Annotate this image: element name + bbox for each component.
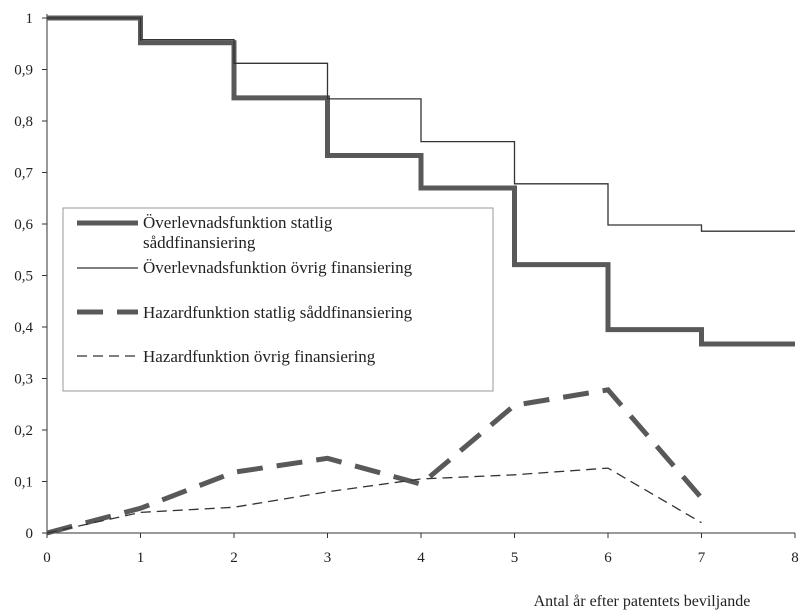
x-tick-label: 6 — [604, 550, 612, 566]
x-tick-label: 0 — [43, 550, 51, 566]
series-line-3 — [46, 387, 704, 536]
y-tick-label: 0,5 — [14, 269, 33, 285]
y-tick-label: 0,9 — [14, 63, 33, 79]
legend-label-1: Överlevnadsfunktion statlig — [143, 213, 333, 232]
legend-label-4: Hazardfunktion övrig finansiering — [143, 347, 376, 366]
legend-label-3: Hazardfunktion statlig såddfinansiering — [143, 303, 413, 322]
series-layer — [46, 15, 795, 536]
y-tick-label: 1 — [26, 11, 34, 27]
y-tick-label: 0,3 — [14, 372, 33, 388]
legend-label-1: såddfinansiering — [143, 233, 256, 252]
x-tick-label: 3 — [324, 550, 332, 566]
legend-label-2: Överlevnadsfunktion övrig finansiering — [143, 258, 413, 277]
y-tick-label: 0,6 — [14, 217, 33, 233]
series-line-1 — [47, 15, 795, 347]
legend-box — [62, 207, 494, 392]
x-tick-label: 1 — [137, 550, 145, 566]
legend: Överlevnadsfunktion statligsåddfinansier… — [62, 207, 494, 392]
axes: 0 0,1 0,2 0,3 0,4 0,5 0,6 0,7 0,8 0,9 1 0 1 2 3 4 5 6 7 8 — [14, 11, 799, 566]
x-tick-label: 4 — [417, 550, 425, 566]
x-tick-label: 8 — [791, 550, 799, 566]
y-tick-label: 0,1 — [14, 475, 33, 491]
x-tick-label: 2 — [230, 550, 238, 566]
y-tick-label: 0,4 — [14, 320, 33, 336]
y-tick-label: 0,8 — [14, 114, 33, 130]
series-line-4 — [46, 467, 702, 534]
x-axis-label: Antal år efter patentets beviljande — [534, 593, 751, 610]
x-tick-label: 5 — [511, 550, 519, 566]
x-tick-label: 7 — [698, 550, 706, 566]
y-tick-label: 0,2 — [14, 423, 33, 439]
y-tick-label: 0 — [26, 526, 34, 542]
y-tick-label: 0,7 — [14, 166, 33, 182]
series-line-2 — [47, 17, 795, 232]
